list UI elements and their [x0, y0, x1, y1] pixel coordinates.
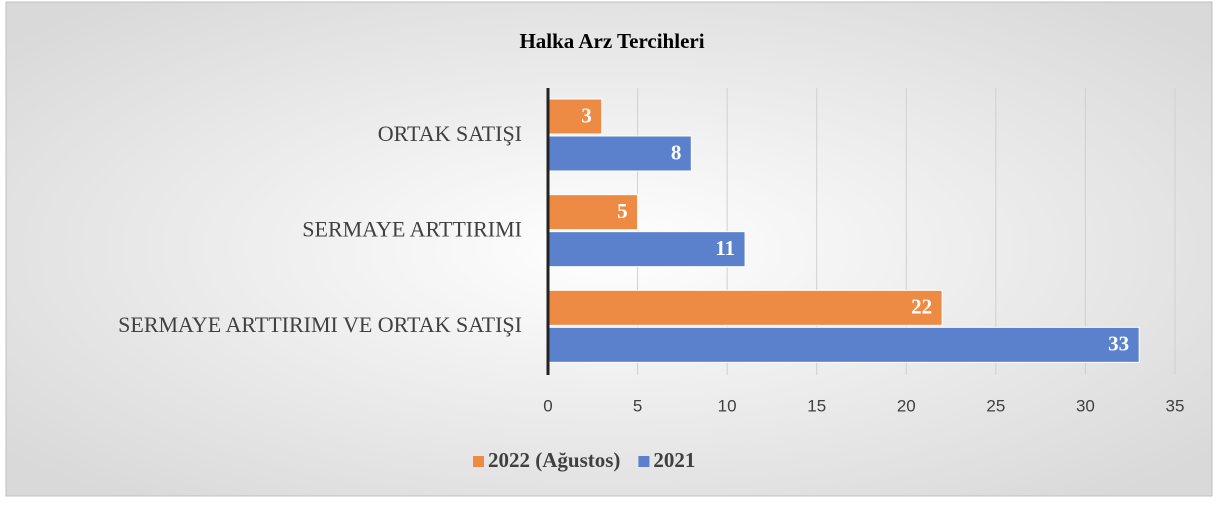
data-label: 3	[581, 103, 592, 127]
x-tick-label: 15	[807, 396, 826, 415]
legend-swatch	[473, 456, 484, 467]
x-tick-label: 5	[633, 396, 642, 415]
bar	[547, 326, 1140, 363]
category-label: SERMAYE ARTTIRIMI VE ORTAK SATIŞI	[118, 312, 522, 337]
x-tick-label: 10	[718, 396, 737, 415]
category-label: ORTAK SATIŞI	[378, 121, 522, 146]
x-tick-label: 25	[986, 396, 1005, 415]
data-label: 22	[911, 295, 932, 319]
bar	[547, 135, 692, 172]
bar	[547, 98, 603, 135]
x-tick-label: 20	[897, 396, 916, 415]
bar	[547, 194, 639, 231]
data-label: 8	[671, 140, 682, 164]
data-label: 33	[1108, 332, 1129, 356]
data-label: 11	[715, 236, 735, 260]
legend-label: 2021	[653, 448, 695, 472]
x-tick-label: 35	[1166, 396, 1185, 415]
x-tick-label: 0	[543, 396, 552, 415]
data-label: 5	[617, 199, 628, 223]
bar	[547, 289, 943, 326]
legend-swatch	[638, 456, 650, 467]
bar	[547, 231, 746, 268]
x-tick-label: 30	[1076, 396, 1095, 415]
category-label: SERMAYE ARTTIRIMI	[302, 217, 522, 242]
chart-title: Halka Arz Tercihleri	[519, 29, 704, 53]
legend-label: 2022 (Ağustos)	[488, 448, 620, 472]
